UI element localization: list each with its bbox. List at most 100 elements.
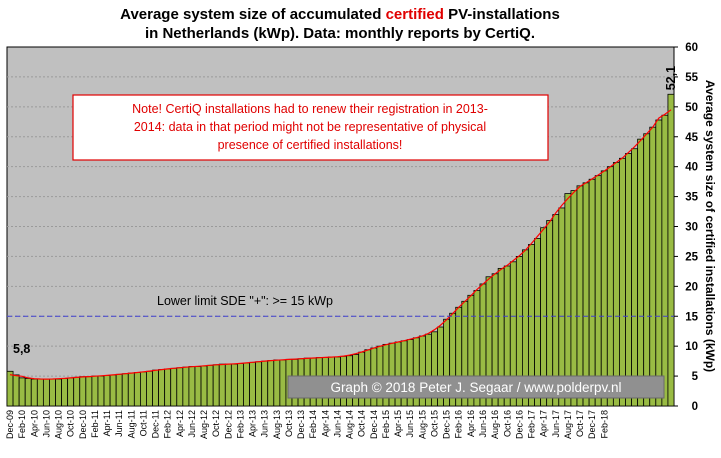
bar xyxy=(188,366,196,407)
x-tick-label: Dec-09 xyxy=(5,410,15,439)
x-tick-label: Apr-10 xyxy=(29,410,39,437)
y-tick-label: 20 xyxy=(685,281,698,293)
bar xyxy=(158,369,166,407)
start-value-label: 5,8 xyxy=(13,342,30,356)
y-tick-label: 25 xyxy=(685,251,698,263)
x-tick-label: Feb-10 xyxy=(17,410,27,439)
x-tick-label: Dec-16 xyxy=(514,410,524,439)
x-tick-label: Jun-14 xyxy=(333,410,343,438)
x-tick-label: Oct-16 xyxy=(502,410,512,437)
bar xyxy=(164,368,172,407)
x-tick-label: Feb-15 xyxy=(381,410,391,439)
y-tick-label: 55 xyxy=(685,72,698,84)
bar xyxy=(625,153,632,407)
bar xyxy=(55,378,62,407)
y-tick-label: 60 xyxy=(685,42,698,54)
bar xyxy=(619,157,626,407)
x-tick-label: Oct-14 xyxy=(357,410,367,437)
bar xyxy=(631,148,639,407)
bar xyxy=(279,359,287,407)
x-tick-label: Jun-10 xyxy=(41,410,51,438)
bar xyxy=(267,360,275,407)
bar xyxy=(109,374,117,407)
x-tick-label: Feb-14 xyxy=(308,410,318,439)
x-tick-label: Aug-10 xyxy=(54,410,64,439)
credit-text: Graph © 2018 Peter J. Segaar / www.polde… xyxy=(330,380,621,395)
y-axis-label: Average system size of certified install… xyxy=(703,80,717,372)
bar xyxy=(237,363,244,407)
bar xyxy=(67,377,75,407)
bar xyxy=(121,373,129,407)
x-tick-label: Dec-12 xyxy=(223,410,233,439)
bar xyxy=(85,376,93,407)
x-tick-label: Dec-13 xyxy=(296,410,306,439)
x-tick-label: Dec-17 xyxy=(587,410,597,439)
y-tick-label: 50 xyxy=(685,102,698,114)
x-tick-label: Apr-13 xyxy=(248,410,258,437)
x-tick-label: Apr-16 xyxy=(466,410,476,437)
x-tick-label: Feb-13 xyxy=(235,410,245,439)
bar xyxy=(18,377,26,407)
bar xyxy=(224,363,232,407)
bar xyxy=(170,367,178,407)
bar xyxy=(139,371,147,407)
x-tick-label: Apr-11 xyxy=(102,410,112,436)
y-tick-label: 15 xyxy=(685,311,698,323)
bar xyxy=(176,367,184,407)
x-tick-label: Apr-12 xyxy=(175,410,185,437)
x-tick-label: Feb-12 xyxy=(163,410,173,439)
bar xyxy=(655,119,663,407)
bar xyxy=(637,138,645,407)
x-tick-label: Feb-11 xyxy=(90,410,100,438)
bar xyxy=(643,133,651,407)
x-tick-label: Apr-15 xyxy=(393,410,403,437)
bar xyxy=(24,378,32,407)
bar xyxy=(612,162,620,407)
y-tick-label: 45 xyxy=(685,132,698,144)
bar xyxy=(73,376,81,407)
credit-box: Graph © 2018 Peter J. Segaar / www.polde… xyxy=(287,375,665,399)
bar xyxy=(273,359,281,407)
lower-limit-label: Lower limit SDE "+": >= 15 kWp xyxy=(157,294,333,308)
bar xyxy=(61,378,69,407)
bar xyxy=(152,369,159,407)
bar xyxy=(249,361,257,407)
x-tick-label: Dec-11 xyxy=(151,410,161,438)
title-part-certified: certified xyxy=(386,6,444,23)
bar xyxy=(667,93,675,407)
bar xyxy=(194,366,202,407)
x-tick-label: Oct-13 xyxy=(284,410,294,437)
x-tick-label: Oct-17 xyxy=(575,410,585,437)
x-tick-label: Dec-15 xyxy=(442,410,452,439)
x-tick-label: Dec-10 xyxy=(78,410,88,439)
y-tick-label: 40 xyxy=(685,162,698,174)
x-tick-label: Oct-12 xyxy=(211,410,221,437)
x-tick-label: Apr-14 xyxy=(320,410,330,437)
bar xyxy=(97,375,105,407)
bar xyxy=(588,178,596,407)
y-tick-label: 5 xyxy=(692,371,699,383)
bar xyxy=(582,182,590,407)
bar xyxy=(12,374,20,407)
bar xyxy=(564,193,572,407)
bar xyxy=(649,126,657,407)
bar xyxy=(576,185,584,407)
x-tick-label: Jun-17 xyxy=(551,410,561,438)
y-tick-label: 0 xyxy=(692,401,698,413)
note-line-2: 2014: data in that period might not be r… xyxy=(134,120,486,134)
x-tick-label: Jun-15 xyxy=(405,410,415,438)
y-tick-label: 30 xyxy=(685,222,698,234)
y-tick-label: 10 xyxy=(685,341,698,353)
x-tick-label: Aug-14 xyxy=(345,410,355,439)
bar xyxy=(594,175,602,407)
x-tick-label: Aug-11 xyxy=(126,410,136,438)
bar xyxy=(218,363,226,407)
title-part-3: PV-installations xyxy=(444,6,560,23)
bar xyxy=(570,190,578,407)
bar xyxy=(91,375,99,407)
x-tick-label: Jun-12 xyxy=(187,410,197,438)
x-tick-label: Jun-16 xyxy=(478,410,488,438)
x-tick-label: Dec-14 xyxy=(369,410,379,439)
y-tick-label: 35 xyxy=(685,192,698,204)
